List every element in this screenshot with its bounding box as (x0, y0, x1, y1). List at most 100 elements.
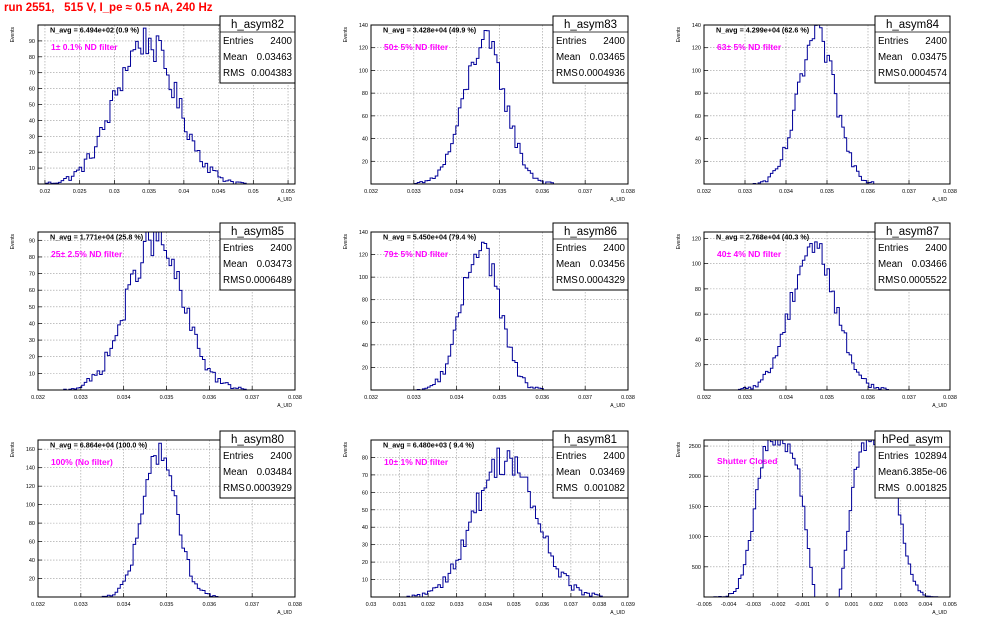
stats-box (219, 15, 296, 84)
y-tick-label: 90 (29, 39, 35, 45)
stats-value-rms: 0.0006489 (246, 275, 292, 286)
x-tick-label: 0.032 (364, 189, 378, 195)
stats-value-rms: 0.0004936 (579, 68, 626, 79)
histogram-panel-h_asym84: 0.032 0.033 0.034 0.035 0.036 0.037 0.038 20 40 6… (676, 15, 957, 203)
stats-value-entries: 2400 (603, 243, 625, 254)
stats-value-mean: 0.03473 (257, 259, 293, 270)
histogram-panel-h_asym82: 0.02 0.025 0.03 0.035 0.04 0.045 0.05 0.055 10 20… (10, 15, 296, 203)
stats-value-mean: 0.03456 (590, 259, 626, 270)
navg-label: N_avg = 3.428e+04 (49.9 %) (383, 26, 477, 35)
histogram-panel-h_asym80: 0.032 0.033 0.034 0.035 0.036 0.037 0.038 20 40 6… (10, 430, 302, 616)
x-axis-label: A_UID (610, 197, 625, 203)
y-tick-label: 60 (29, 540, 35, 546)
x-tick-label: 0.033 (407, 395, 421, 401)
filter-annotation: 79± 5% ND filter (384, 249, 449, 259)
stats-box (874, 222, 951, 291)
y-tick-label: 20 (695, 159, 701, 165)
stats-label-mean: Mean (556, 467, 581, 478)
stats-value-entries: 2400 (925, 36, 947, 47)
x-tick-label: 0.038 (593, 602, 607, 608)
filter-annotation: 50± 5% ND filter (384, 42, 449, 52)
y-tick-label: 2000 (689, 474, 701, 480)
filter-annotation: Shutter Closed (717, 456, 777, 466)
x-tick-label: 0.035 (142, 189, 156, 195)
x-axis-label: A_UID (932, 403, 947, 409)
x-tick-label: 0.034 (478, 602, 492, 608)
stats-label-rms: RMS (878, 483, 900, 494)
y-tick-label: 140 (359, 230, 368, 236)
y-tick-label: 60 (362, 320, 368, 326)
x-tick-label: 0.033 (738, 395, 752, 401)
x-tick-label: 0.037 (902, 189, 916, 195)
y-axis-label: Events (10, 234, 16, 250)
y-axis-label: Events (676, 442, 682, 458)
y-tick-label: 20 (29, 355, 35, 361)
stats-label-entries: Entries (556, 243, 587, 254)
y-tick-label: 10 (362, 578, 368, 584)
stats-label-entries: Entries (556, 36, 587, 47)
stats-label-rms: RMS (878, 275, 900, 286)
x-tick-label: 0.033 (738, 189, 752, 195)
x-tick-label: 0.034 (117, 395, 131, 401)
stats-value-rms: 0.0004574 (901, 68, 948, 79)
stats-box (552, 15, 629, 84)
y-tick-label: 50 (362, 508, 368, 514)
stats-label-mean: Mean (223, 259, 248, 270)
navg-label: N_avg = 6.480e+03 ( 9.4 %) (383, 441, 475, 450)
x-tick-label: 0.035 (820, 395, 834, 401)
y-tick-label: 40 (29, 118, 35, 124)
stats-label-rms: RMS (223, 275, 245, 286)
x-tick-label: 0.038 (288, 395, 302, 401)
y-tick-label: 10 (29, 166, 35, 172)
y-tick-label: 80 (29, 255, 35, 261)
x-tick-label: 0.032 (421, 602, 435, 608)
x-tick-label: 0.037 (245, 602, 259, 608)
filter-annotation: 10± 1% ND filter (384, 457, 449, 467)
stats-label-entries: Entries (223, 451, 254, 462)
histogram-panel-h_asym87: 0.032 0.033 0.034 0.035 0.036 0.037 0.038 20 40 6… (676, 222, 957, 409)
x-tick-label: 0.037 (245, 395, 259, 401)
histogram-panel-h_asym85: 0.032 0.033 0.034 0.035 0.036 0.037 0.038 10 20 3… (10, 222, 302, 409)
histogram-panel-h_asym83: 0.032 0.033 0.034 0.035 0.036 0.037 0.038 20 40 6… (343, 15, 635, 203)
x-tick-label: 0.005 (943, 602, 957, 608)
histogram-name: h_asym82 (231, 19, 284, 31)
y-tick-label: 40 (29, 321, 35, 327)
y-tick-label: 40 (695, 137, 701, 143)
y-tick-label: 100 (26, 503, 35, 509)
stats-box (552, 430, 629, 499)
y-tick-label: 120 (359, 253, 368, 259)
stats-label-entries: Entries (223, 243, 254, 254)
stats-value-mean: 0.03463 (257, 52, 293, 63)
stats-value-entries: 2400 (925, 243, 947, 254)
y-axis-label: Events (10, 442, 16, 458)
y-tick-label: 2500 (689, 444, 701, 450)
histogram-name: hPed_asym (882, 434, 943, 446)
y-tick-label: 120 (692, 236, 701, 242)
stats-label-rms: RMS (556, 68, 578, 79)
y-axis-label: Events (343, 27, 349, 43)
x-tick-label: 0.033 (74, 395, 88, 401)
navg-label: N_avg = 1.771e+04 (25.8 %) (50, 233, 144, 242)
histogram-name: h_asym84 (886, 19, 940, 31)
x-tick-label: 0.032 (31, 395, 45, 401)
y-tick-label: 50 (29, 103, 35, 109)
y-tick-label: 160 (26, 447, 35, 453)
histogram-name: h_asym81 (564, 434, 617, 446)
y-tick-label: 120 (359, 46, 368, 52)
x-tick-label: 0.037 (578, 189, 592, 195)
x-tick-label: 0.055 (281, 189, 295, 195)
x-tick-label: 0.032 (697, 395, 711, 401)
y-tick-label: 80 (29, 521, 35, 527)
y-tick-label: 20 (362, 560, 368, 566)
x-tick-label: 0.03 (109, 189, 120, 195)
histogram-line (38, 27, 295, 185)
x-tick-label: 0.036 (535, 189, 549, 195)
x-tick-label: 0.034 (117, 602, 131, 608)
x-axis-label: A_UID (277, 610, 292, 616)
y-tick-label: 140 (26, 466, 35, 472)
x-tick-label: 0.038 (621, 189, 635, 195)
y-tick-label: 20 (29, 577, 35, 583)
navg-label: N_avg = 6.864e+04 (100.0 %) (50, 441, 148, 450)
stats-value-mean: 0.03469 (590, 467, 625, 478)
